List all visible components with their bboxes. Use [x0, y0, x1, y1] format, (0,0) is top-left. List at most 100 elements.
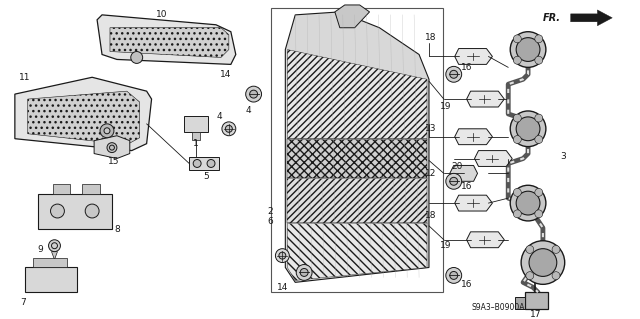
Polygon shape	[287, 178, 427, 223]
Polygon shape	[571, 10, 612, 26]
Polygon shape	[455, 195, 492, 211]
Circle shape	[300, 269, 308, 276]
Polygon shape	[184, 116, 208, 132]
Circle shape	[450, 70, 458, 78]
Circle shape	[535, 114, 543, 122]
Circle shape	[513, 189, 522, 196]
Polygon shape	[52, 184, 70, 194]
Text: 11: 11	[19, 73, 31, 82]
Text: 14: 14	[220, 70, 232, 79]
Text: 1: 1	[193, 139, 199, 148]
Circle shape	[552, 246, 560, 253]
Text: 20: 20	[451, 162, 463, 171]
Circle shape	[51, 204, 65, 218]
Circle shape	[510, 32, 546, 67]
Circle shape	[535, 35, 543, 43]
Polygon shape	[467, 232, 504, 248]
Text: 16: 16	[461, 182, 472, 191]
Circle shape	[521, 241, 564, 284]
Circle shape	[446, 66, 461, 82]
Polygon shape	[51, 252, 58, 260]
Text: 5: 5	[203, 172, 209, 181]
Circle shape	[107, 143, 117, 152]
Text: 16: 16	[461, 63, 472, 72]
Circle shape	[535, 210, 543, 218]
Circle shape	[510, 111, 546, 147]
Circle shape	[207, 160, 215, 167]
Text: 15: 15	[108, 157, 120, 166]
Text: 16: 16	[461, 280, 472, 289]
Polygon shape	[38, 194, 112, 229]
Polygon shape	[455, 48, 492, 64]
Circle shape	[49, 240, 60, 252]
Circle shape	[526, 246, 534, 253]
Text: 2: 2	[268, 206, 273, 216]
Circle shape	[100, 124, 114, 138]
Polygon shape	[455, 129, 492, 145]
Circle shape	[446, 173, 461, 189]
Text: 18: 18	[425, 211, 436, 220]
Polygon shape	[33, 257, 67, 268]
Circle shape	[131, 51, 143, 63]
Circle shape	[513, 210, 522, 218]
Polygon shape	[450, 166, 477, 181]
Circle shape	[275, 249, 289, 263]
Circle shape	[246, 86, 262, 102]
Circle shape	[513, 136, 522, 144]
Circle shape	[552, 272, 560, 280]
Circle shape	[516, 117, 540, 141]
Text: 10: 10	[156, 10, 167, 19]
Circle shape	[104, 128, 110, 134]
Polygon shape	[515, 297, 525, 309]
Polygon shape	[287, 223, 427, 280]
Polygon shape	[285, 12, 429, 282]
Polygon shape	[287, 49, 427, 139]
Polygon shape	[94, 136, 130, 159]
Text: 3: 3	[560, 152, 566, 161]
Circle shape	[222, 122, 236, 136]
Circle shape	[516, 38, 540, 62]
Circle shape	[279, 252, 286, 259]
Polygon shape	[474, 151, 512, 167]
Circle shape	[529, 249, 557, 276]
Polygon shape	[28, 91, 140, 145]
Text: 9: 9	[38, 245, 44, 254]
Text: 4: 4	[216, 112, 221, 122]
Circle shape	[516, 191, 540, 215]
Polygon shape	[287, 139, 427, 178]
Circle shape	[535, 136, 543, 144]
Circle shape	[450, 177, 458, 185]
Text: 12: 12	[425, 169, 436, 178]
Circle shape	[193, 160, 201, 167]
Text: 18: 18	[425, 33, 436, 42]
Circle shape	[450, 271, 458, 279]
Text: 14: 14	[276, 283, 288, 292]
Text: 13: 13	[425, 124, 436, 133]
Polygon shape	[525, 292, 548, 309]
Text: 4: 4	[246, 107, 252, 115]
Polygon shape	[25, 268, 77, 292]
Circle shape	[526, 272, 534, 280]
Text: 7: 7	[20, 298, 26, 307]
Circle shape	[510, 185, 546, 221]
Text: S9A3–B0900A: S9A3–B0900A	[472, 303, 525, 312]
Text: 17: 17	[530, 309, 541, 319]
Text: 19: 19	[440, 102, 452, 112]
Bar	[271, 8, 443, 292]
Polygon shape	[15, 77, 152, 151]
Polygon shape	[189, 157, 219, 170]
Circle shape	[225, 125, 232, 132]
Circle shape	[296, 264, 312, 280]
Circle shape	[513, 35, 522, 43]
Polygon shape	[82, 184, 100, 194]
Circle shape	[250, 90, 257, 98]
Circle shape	[535, 189, 543, 196]
Polygon shape	[110, 28, 229, 57]
Polygon shape	[97, 15, 236, 64]
Circle shape	[513, 56, 522, 64]
Text: 8: 8	[114, 225, 120, 234]
Polygon shape	[335, 5, 369, 28]
Circle shape	[446, 268, 461, 283]
Circle shape	[513, 114, 522, 122]
Text: 6: 6	[268, 218, 273, 226]
